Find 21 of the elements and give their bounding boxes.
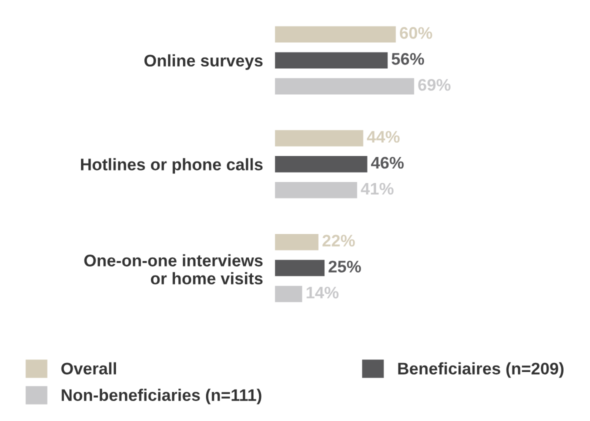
legend-label: Non-beneficiaries (n=111): [62, 388, 262, 404]
bar: [274, 180, 359, 200]
legend-label: Overall: [61, 362, 116, 374]
data-label: 46%: [371, 156, 404, 169]
bar: [274, 284, 304, 304]
data-label: 25%: [328, 260, 361, 273]
bar: [274, 50, 390, 70]
y-tick-label: One-on-one interviews or home visits: [84, 254, 263, 284]
bar: [274, 258, 326, 278]
data-label: 60%: [400, 27, 432, 39]
data-label: 22%: [322, 234, 355, 247]
y-tick-label: Online surveys: [144, 54, 263, 70]
bar: [274, 232, 320, 252]
bar: [274, 24, 398, 44]
bar: [274, 154, 369, 174]
bar: [274, 128, 365, 148]
data-label: 44%: [366, 130, 400, 143]
legend-label: Beneficiaires (n=209): [398, 362, 564, 378]
y-tick-label: Hotlines or phone calls: [81, 158, 263, 174]
data-label: 56%: [392, 53, 424, 65]
bar: [274, 76, 416, 96]
